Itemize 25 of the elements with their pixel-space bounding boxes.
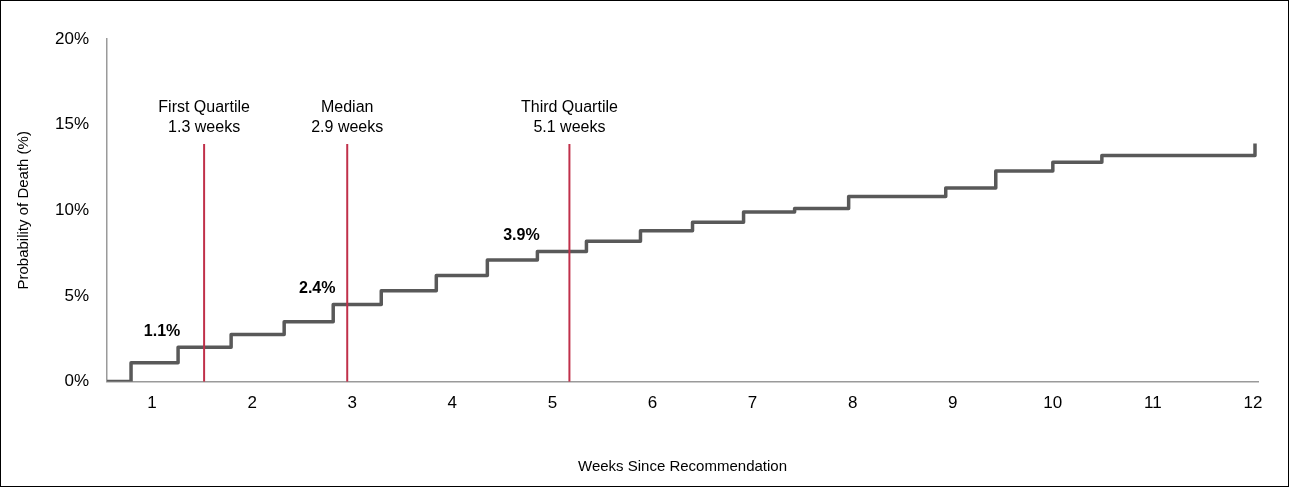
annotation: 1.1% (143, 321, 181, 339)
y-tick-label: 20% (54, 28, 90, 48)
x-tick-label: 1 (147, 393, 157, 413)
x-axis-title: Weeks Since Recommendation (578, 457, 788, 475)
x-tick-label: 7 (747, 393, 758, 413)
ref-line-label: Median 2.9 weeks (311, 98, 384, 136)
x-tick-label: 10 (1043, 393, 1063, 413)
x-tick-label: 3 (347, 393, 357, 413)
ref-line-label: First Quartile 1.3 weeks (158, 98, 250, 136)
x-tick-label: 9 (948, 393, 958, 413)
y-tick-label: 5% (64, 285, 90, 305)
x-tick-label: 8 (847, 393, 858, 413)
y-tick-label: 10% (54, 199, 90, 219)
x-tick-label: 11 (1144, 393, 1162, 413)
x-tick-label: 2 (247, 393, 257, 413)
x-tick-label: 12 (1243, 393, 1263, 413)
y-tick-label: 0% (64, 371, 90, 391)
annotation: 2.4% (298, 278, 336, 296)
x-tick-label: 6 (647, 393, 658, 413)
y-tick-label: 15% (54, 114, 90, 134)
x-tick-label: 5 (547, 393, 558, 413)
annotation: 3.9% (503, 225, 540, 243)
ref-line-label: Third Quartile 5.1 weeks (520, 98, 618, 136)
x-tick-label: 4 (447, 393, 458, 413)
y-axis-title: Probability of Death (%) (14, 131, 32, 290)
